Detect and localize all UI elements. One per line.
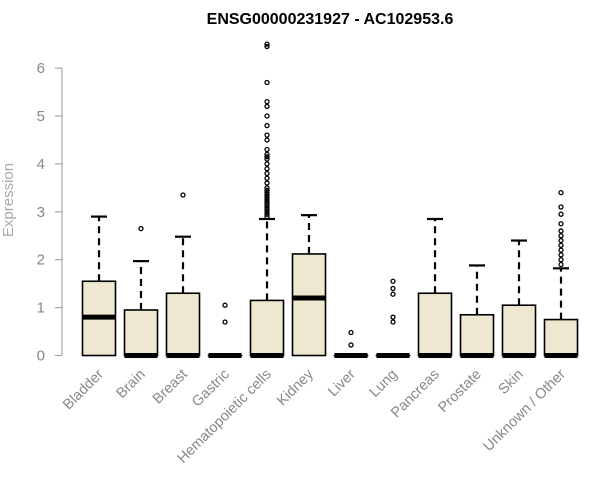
outlier-point [390,291,396,297]
box-body [123,309,159,357]
box-breast [165,192,201,358]
outlier-point [264,161,270,167]
outlier-point [264,189,270,196]
outlier-point [264,132,270,138]
outlier-point [138,225,144,232]
box-lung [375,278,411,358]
outlier-point [558,261,564,268]
outlier-point [264,41,270,47]
chart-title: ENSG00000231927 - AC102953.6 [207,11,454,28]
box-prostate [459,264,495,358]
outlier-point [264,166,270,172]
outlier-point [558,237,564,244]
outlier-point [264,199,270,205]
y-tick-label: 5 [37,108,45,125]
outlier-point [558,228,564,234]
box-liver [333,329,369,358]
box-body [459,313,495,357]
outlier-point [558,247,564,253]
outlier-point [264,146,270,153]
box-body [417,292,453,357]
outlier-point [264,201,270,208]
x-tick-label: Skin [496,367,527,398]
outlier-point [264,213,270,220]
box-group [81,41,579,358]
box-body [249,299,285,357]
x-tick-label: Breast [150,367,191,408]
outlier-point [348,342,354,348]
x-tick-label: Lung [367,367,401,401]
y-axis-label: Expression [0,163,17,237]
outlier-point [390,319,396,325]
outlier-point [222,319,228,325]
x-tick-label: Brain [114,367,149,402]
y-tick-label: 1 [37,300,45,317]
outlier-point [558,221,564,227]
outlier-point [264,122,270,129]
box-hematopoietic-cells [249,41,285,358]
outlier-point [264,209,270,215]
outlier-point [264,197,270,203]
outlier-point [264,194,270,201]
box-kidney [291,214,327,357]
outlier-point [264,98,270,105]
outlier-point [264,192,270,198]
box-body [291,253,327,357]
outlier-point [264,156,270,162]
outlier-point [264,103,270,110]
outlier-point [180,192,186,198]
outlier-point [558,257,564,263]
y-tick-label: 0 [37,348,45,365]
outlier-point [264,180,270,186]
outlier-point [264,137,270,143]
outlier-point [264,206,270,213]
outlier-point [558,233,564,239]
box-gastric [207,302,243,358]
outlier-point [264,151,270,157]
y-tick-label: 2 [37,252,45,269]
outlier-point [264,154,270,160]
outlier-point [264,211,270,217]
outlier-point [264,79,270,86]
x-tick-label: Prostate [435,367,484,416]
outlier-point [264,204,270,210]
x-tick-label: Liver [325,366,359,400]
outlier-point [558,211,564,217]
x-tick-label: Bladder [60,366,107,413]
y-tick-label: 6 [37,60,45,77]
outlier-point [558,242,564,248]
outlier-point [390,278,396,284]
outlier-point [348,329,354,336]
outlier-point [558,189,564,196]
box-skin [501,239,537,358]
box-unknown-other [543,189,579,358]
x-tick-label: Kidney [274,366,317,409]
box-body [501,304,537,357]
box-body [543,318,579,357]
outlier-point [558,204,564,210]
outlier-point [558,252,564,258]
box-bladder [81,215,117,357]
outlier-point [390,314,396,320]
outlier-point [264,187,270,193]
y-tick-label: 3 [37,204,45,221]
outlier-point [264,185,270,191]
outlier-point [264,170,270,177]
outlier-point [264,43,270,50]
box-brain [123,225,159,358]
box-pancreas [417,217,453,358]
outlier-point [390,285,396,292]
y-tick-label: 4 [37,156,45,173]
y-axis: 0 1 2 3 4 5 6 [37,60,63,365]
outlier-point [222,302,228,308]
outlier-point [264,113,270,119]
box-body [165,292,201,357]
outlier-point [264,175,270,181]
